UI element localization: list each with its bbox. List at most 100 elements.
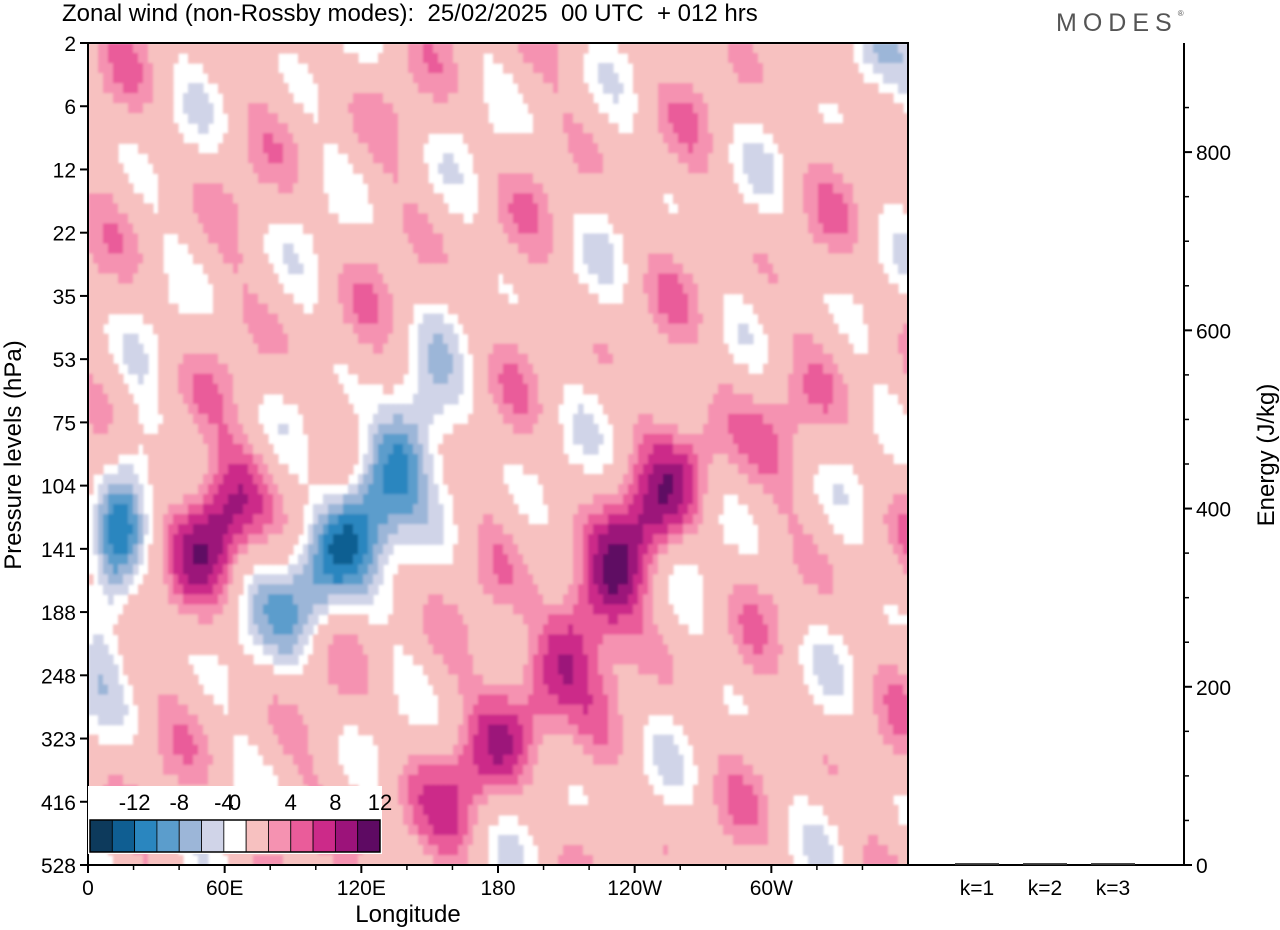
heatmap-cell — [828, 333, 834, 345]
heatmap-cell — [508, 313, 514, 325]
heatmap-cell — [128, 223, 134, 235]
heatmap-cell — [268, 193, 274, 204]
heatmap-cell — [503, 243, 509, 255]
heatmap-cell — [403, 193, 409, 204]
heatmap-cell — [773, 213, 779, 225]
heatmap-cell — [318, 383, 324, 395]
heatmap-cell — [143, 113, 149, 124]
heatmap-cell — [553, 333, 559, 345]
heatmap-cell — [838, 153, 844, 164]
heatmap-cell — [728, 103, 734, 114]
heatmap-cell — [603, 83, 609, 94]
heatmap-cell — [178, 183, 184, 194]
heatmap-cell — [298, 343, 304, 355]
heatmap-cell — [563, 143, 569, 154]
heatmap-cell — [218, 253, 224, 265]
heatmap-cell — [498, 353, 504, 365]
heatmap-cell — [578, 203, 584, 215]
heatmap-cell — [93, 373, 99, 385]
heatmap-cell — [278, 133, 284, 144]
heatmap-cell — [538, 63, 544, 74]
heatmap-cell — [528, 153, 534, 164]
heatmap-cell — [238, 193, 244, 204]
heatmap-cell — [323, 83, 329, 94]
heatmap-cell — [268, 73, 274, 84]
heatmap-cell — [608, 253, 614, 265]
heatmap-cell — [98, 233, 104, 245]
heatmap-cell — [658, 373, 664, 385]
heatmap-cell — [118, 283, 124, 295]
heatmap-cell — [373, 203, 379, 215]
heatmap-cell — [823, 313, 829, 325]
heatmap-cell — [888, 323, 894, 335]
heatmap-cell — [408, 43, 414, 54]
heatmap-cell — [358, 243, 364, 255]
heatmap-cell — [323, 353, 329, 365]
heatmap-cell — [503, 383, 509, 395]
heatmap-cell — [328, 263, 334, 275]
heatmap-cell — [573, 153, 579, 164]
heatmap-cell — [173, 133, 179, 144]
heatmap-cell — [183, 383, 189, 395]
heatmap-cell — [468, 333, 474, 345]
heatmap-cell — [548, 213, 554, 225]
heatmap-cell — [373, 113, 379, 124]
heatmap-cell — [473, 393, 479, 405]
heatmap-cell — [118, 93, 124, 104]
heatmap-cell — [788, 213, 794, 225]
heatmap-cell — [198, 393, 204, 405]
heatmap-cell — [803, 173, 809, 184]
heatmap-cell — [388, 243, 394, 255]
heatmap-cell — [113, 233, 119, 245]
heatmap-cell — [228, 373, 234, 385]
heatmap-cell — [593, 173, 599, 184]
heatmap-cell — [818, 223, 824, 235]
heatmap-cell — [238, 393, 244, 405]
heatmap-cell — [798, 143, 804, 154]
heatmap-cell — [498, 373, 504, 385]
heatmap-cell — [513, 253, 519, 265]
heatmap-cell — [628, 373, 634, 385]
heatmap-cell — [368, 183, 374, 194]
heatmap-cell — [333, 393, 339, 405]
heatmap-cell — [648, 383, 654, 395]
heatmap-cell — [138, 123, 144, 134]
heatmap-cell — [818, 233, 824, 245]
heatmap-cell — [98, 383, 104, 395]
heatmap-cell — [698, 213, 704, 225]
heatmap-cell — [153, 283, 159, 295]
heatmap-cell — [348, 303, 354, 315]
heatmap-cell — [373, 213, 379, 225]
heatmap-cell — [153, 53, 159, 64]
heatmap-cell — [693, 253, 699, 265]
heatmap-cell — [598, 273, 604, 285]
heatmap-cell — [723, 43, 729, 54]
heatmap-cell — [278, 163, 284, 174]
heatmap-cell — [93, 103, 99, 114]
heatmap-cell — [153, 143, 159, 154]
heatmap-cell — [803, 323, 809, 335]
heatmap-cell — [743, 383, 749, 395]
heatmap-cell — [903, 343, 908, 355]
heatmap-cell — [638, 283, 644, 295]
heatmap-cell — [218, 163, 224, 174]
heatmap-cell — [853, 93, 859, 104]
heatmap-cell — [328, 373, 334, 385]
heatmap-cell — [313, 203, 319, 215]
heatmap-cell — [573, 343, 579, 355]
heatmap-cell — [673, 273, 679, 285]
heatmap-cell — [813, 103, 819, 114]
heatmap-cell — [503, 373, 509, 385]
heatmap-cell — [688, 113, 694, 124]
heatmap-cell — [793, 263, 799, 275]
heatmap-cell — [263, 133, 269, 144]
heatmap-cell — [443, 263, 449, 275]
heatmap-cell — [403, 203, 409, 215]
heatmap-cell — [538, 133, 544, 144]
heatmap-cell — [463, 303, 469, 315]
heatmap-cell — [633, 143, 639, 154]
heatmap-cell — [203, 93, 209, 104]
heatmap-cell — [328, 313, 334, 325]
heatmap-cell — [418, 293, 424, 305]
heatmap-cell — [648, 373, 654, 385]
